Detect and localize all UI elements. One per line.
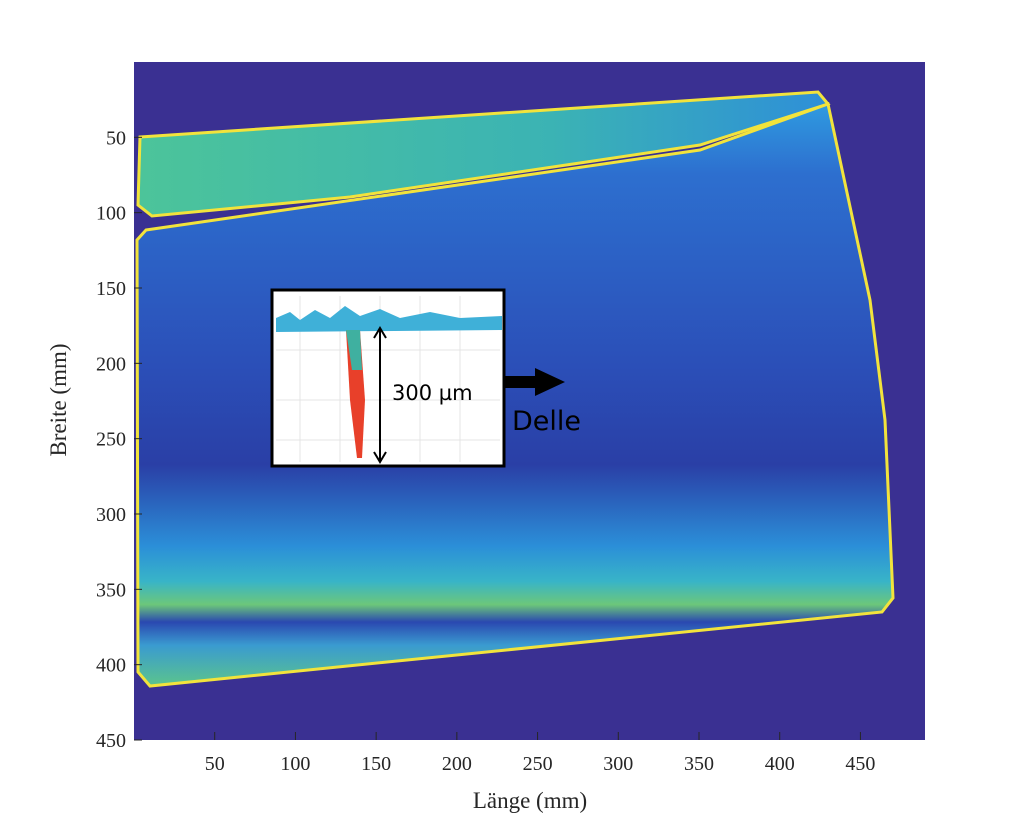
height-arrow-heads — [373, 326, 387, 464]
x-tick-label: 350 — [684, 753, 714, 775]
y-tick-label: 350 — [96, 579, 126, 601]
x-tick-label: 450 — [845, 753, 875, 775]
x-tick-label: 250 — [523, 753, 553, 775]
y-tick-label: 250 — [96, 429, 126, 451]
y-tick-label: 400 — [96, 655, 126, 677]
main-part — [135, 102, 895, 688]
inset: 300 µm — [270, 288, 506, 468]
top-part — [136, 90, 831, 218]
y-tick-label: 300 — [96, 504, 126, 526]
x-tick-label: 200 — [442, 753, 472, 775]
x-tick-label: 100 — [280, 753, 310, 775]
y-axis-label: Breite (mm) — [46, 343, 71, 456]
x-tick-label: 300 — [603, 753, 633, 775]
inset-surface — [276, 306, 502, 332]
y-tick-label: 50 — [106, 127, 126, 149]
y-tick-label: 450 — [96, 730, 126, 752]
x-axis-label: Länge (mm) — [473, 788, 587, 813]
dent-label: Delle — [512, 406, 581, 437]
inset-spike-top — [346, 330, 362, 370]
y-tick-label: 200 — [96, 353, 126, 375]
dent-arrow — [505, 368, 565, 396]
x-tick-label: 150 — [361, 753, 391, 775]
x-tick-label: 50 — [205, 753, 225, 775]
y-tick-label: 100 — [96, 203, 126, 225]
x-tick-label: 400 — [765, 753, 795, 775]
y-tick-label: 150 — [96, 278, 126, 300]
height-label: 300 µm — [392, 381, 473, 405]
